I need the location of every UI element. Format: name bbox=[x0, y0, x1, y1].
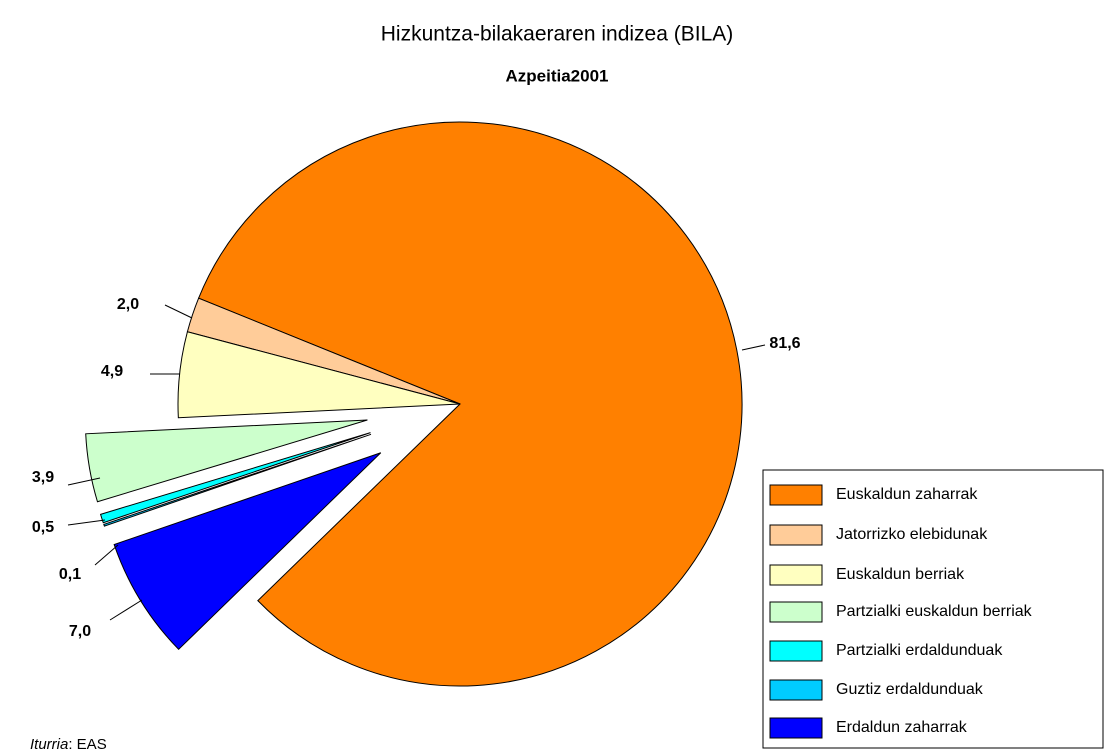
source: Iturria: EAS bbox=[30, 736, 107, 753]
data-label: 0,1 bbox=[59, 566, 81, 583]
data-label: 0,5 bbox=[32, 519, 54, 536]
pie-slice bbox=[99, 432, 371, 524]
legend-label: Euskaldun zaharrak bbox=[836, 486, 978, 503]
data-label: 3,9 bbox=[32, 469, 54, 486]
leader-line bbox=[109, 599, 143, 621]
legend-swatch bbox=[769, 524, 823, 546]
legend-label: Guztiz erdaldunduak bbox=[836, 681, 984, 698]
legend-swatch bbox=[769, 564, 823, 586]
legend-label: Partzialki erdaldunduak bbox=[836, 642, 1003, 659]
leader-line bbox=[741, 344, 766, 351]
legend-label: Partzialki euskaldun berriak bbox=[836, 603, 1033, 620]
legend-swatch bbox=[769, 484, 823, 506]
legend-swatch bbox=[769, 679, 823, 701]
legend-label: Erdaldun zaharrak bbox=[836, 719, 968, 736]
data-label: 7,0 bbox=[69, 623, 91, 640]
pie-slice bbox=[103, 433, 372, 527]
legend-swatch bbox=[769, 717, 823, 739]
data-label: 4,9 bbox=[101, 363, 123, 380]
legend-label: Jatorrizko elebidunak bbox=[836, 526, 988, 543]
chart-subtitle: Azpeitia2001 bbox=[506, 66, 609, 85]
legend-swatch bbox=[769, 601, 823, 623]
leader-line bbox=[67, 477, 101, 486]
leader-line bbox=[94, 544, 119, 566]
source-text: : EAS bbox=[68, 736, 106, 753]
data-label: 2,0 bbox=[117, 296, 139, 313]
pie-slice bbox=[85, 419, 368, 503]
data-label: 81,6 bbox=[769, 335, 800, 352]
leader-line bbox=[67, 519, 106, 526]
source-label: Iturria bbox=[30, 736, 68, 753]
leader-line bbox=[164, 304, 193, 319]
chart-title: Hizkuntza-bilakaeraren indizea (BILA) bbox=[381, 23, 734, 46]
legend-label: Euskaldun berriak bbox=[836, 566, 965, 583]
legend-swatch bbox=[769, 640, 823, 662]
pie-slice bbox=[197, 121, 743, 687]
